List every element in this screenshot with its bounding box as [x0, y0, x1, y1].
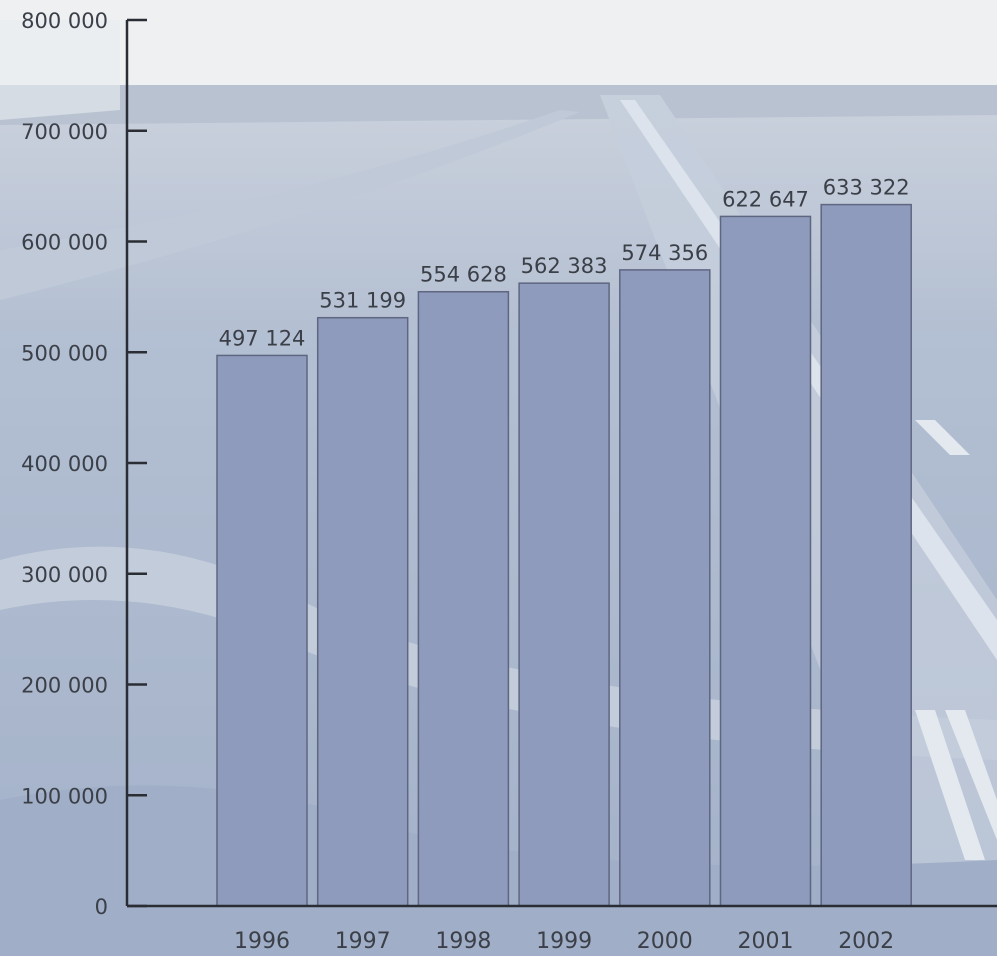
- y-tick-label: 400 000: [21, 452, 108, 476]
- y-tick-label: 800 000: [21, 9, 108, 33]
- y-tick-label: 300 000: [21, 563, 108, 587]
- bar-1997: [316, 316, 409, 907]
- y-tick-label: 200 000: [21, 674, 108, 698]
- data-label-1997: 531 199: [319, 289, 406, 313]
- x-tick-label-1996: 1996: [234, 929, 290, 954]
- x-tick-label-2001: 2001: [738, 929, 794, 954]
- data-label-1999: 562 383: [521, 254, 608, 278]
- y-tick-label: 100 000: [21, 784, 108, 808]
- y-tick-label: 600 000: [21, 231, 108, 255]
- x-tick-labels-group: 1996 1997 1998 1999 2000 2001 2002: [234, 929, 894, 954]
- data-label-2000: 574 356: [621, 241, 708, 265]
- y-ticks-group: [127, 18, 147, 908]
- x-tick-label-2000: 2000: [637, 929, 693, 954]
- y-tick-labels-group: 0 100 000 200 000 300 000 400 000 500 000 600 …: [21, 9, 108, 919]
- bar-1996: [216, 354, 308, 907]
- data-labels-group: 497 124 531 199 554 628 562 383 574 356 622 6…: [219, 176, 910, 351]
- x-tick-label-1999: 1999: [536, 929, 592, 954]
- data-label-2001: 622 647: [722, 187, 809, 211]
- x-tick-label-1998: 1998: [435, 929, 491, 954]
- y-tick-label: 700 000: [21, 120, 108, 144]
- data-label-1998: 554 628: [420, 263, 507, 287]
- y-tick-label: 500 000: [21, 341, 108, 365]
- x-tick-label-2002: 2002: [838, 929, 894, 954]
- data-label-2002: 633 322: [823, 176, 910, 200]
- bars-group: [216, 203, 912, 907]
- x-tick-label-1997: 1997: [335, 929, 391, 954]
- bar-1998: [417, 290, 510, 907]
- y-tick-label: 0: [95, 895, 108, 919]
- bar-2001: [719, 215, 812, 907]
- bar-1999: [518, 282, 610, 907]
- bar-2002: [820, 203, 912, 907]
- bar-2000: [619, 269, 711, 907]
- axes-group: 0 100 000 200 000 300 000 400 000 500 000 600 …: [21, 9, 997, 954]
- data-label-1996: 497 124: [219, 326, 306, 350]
